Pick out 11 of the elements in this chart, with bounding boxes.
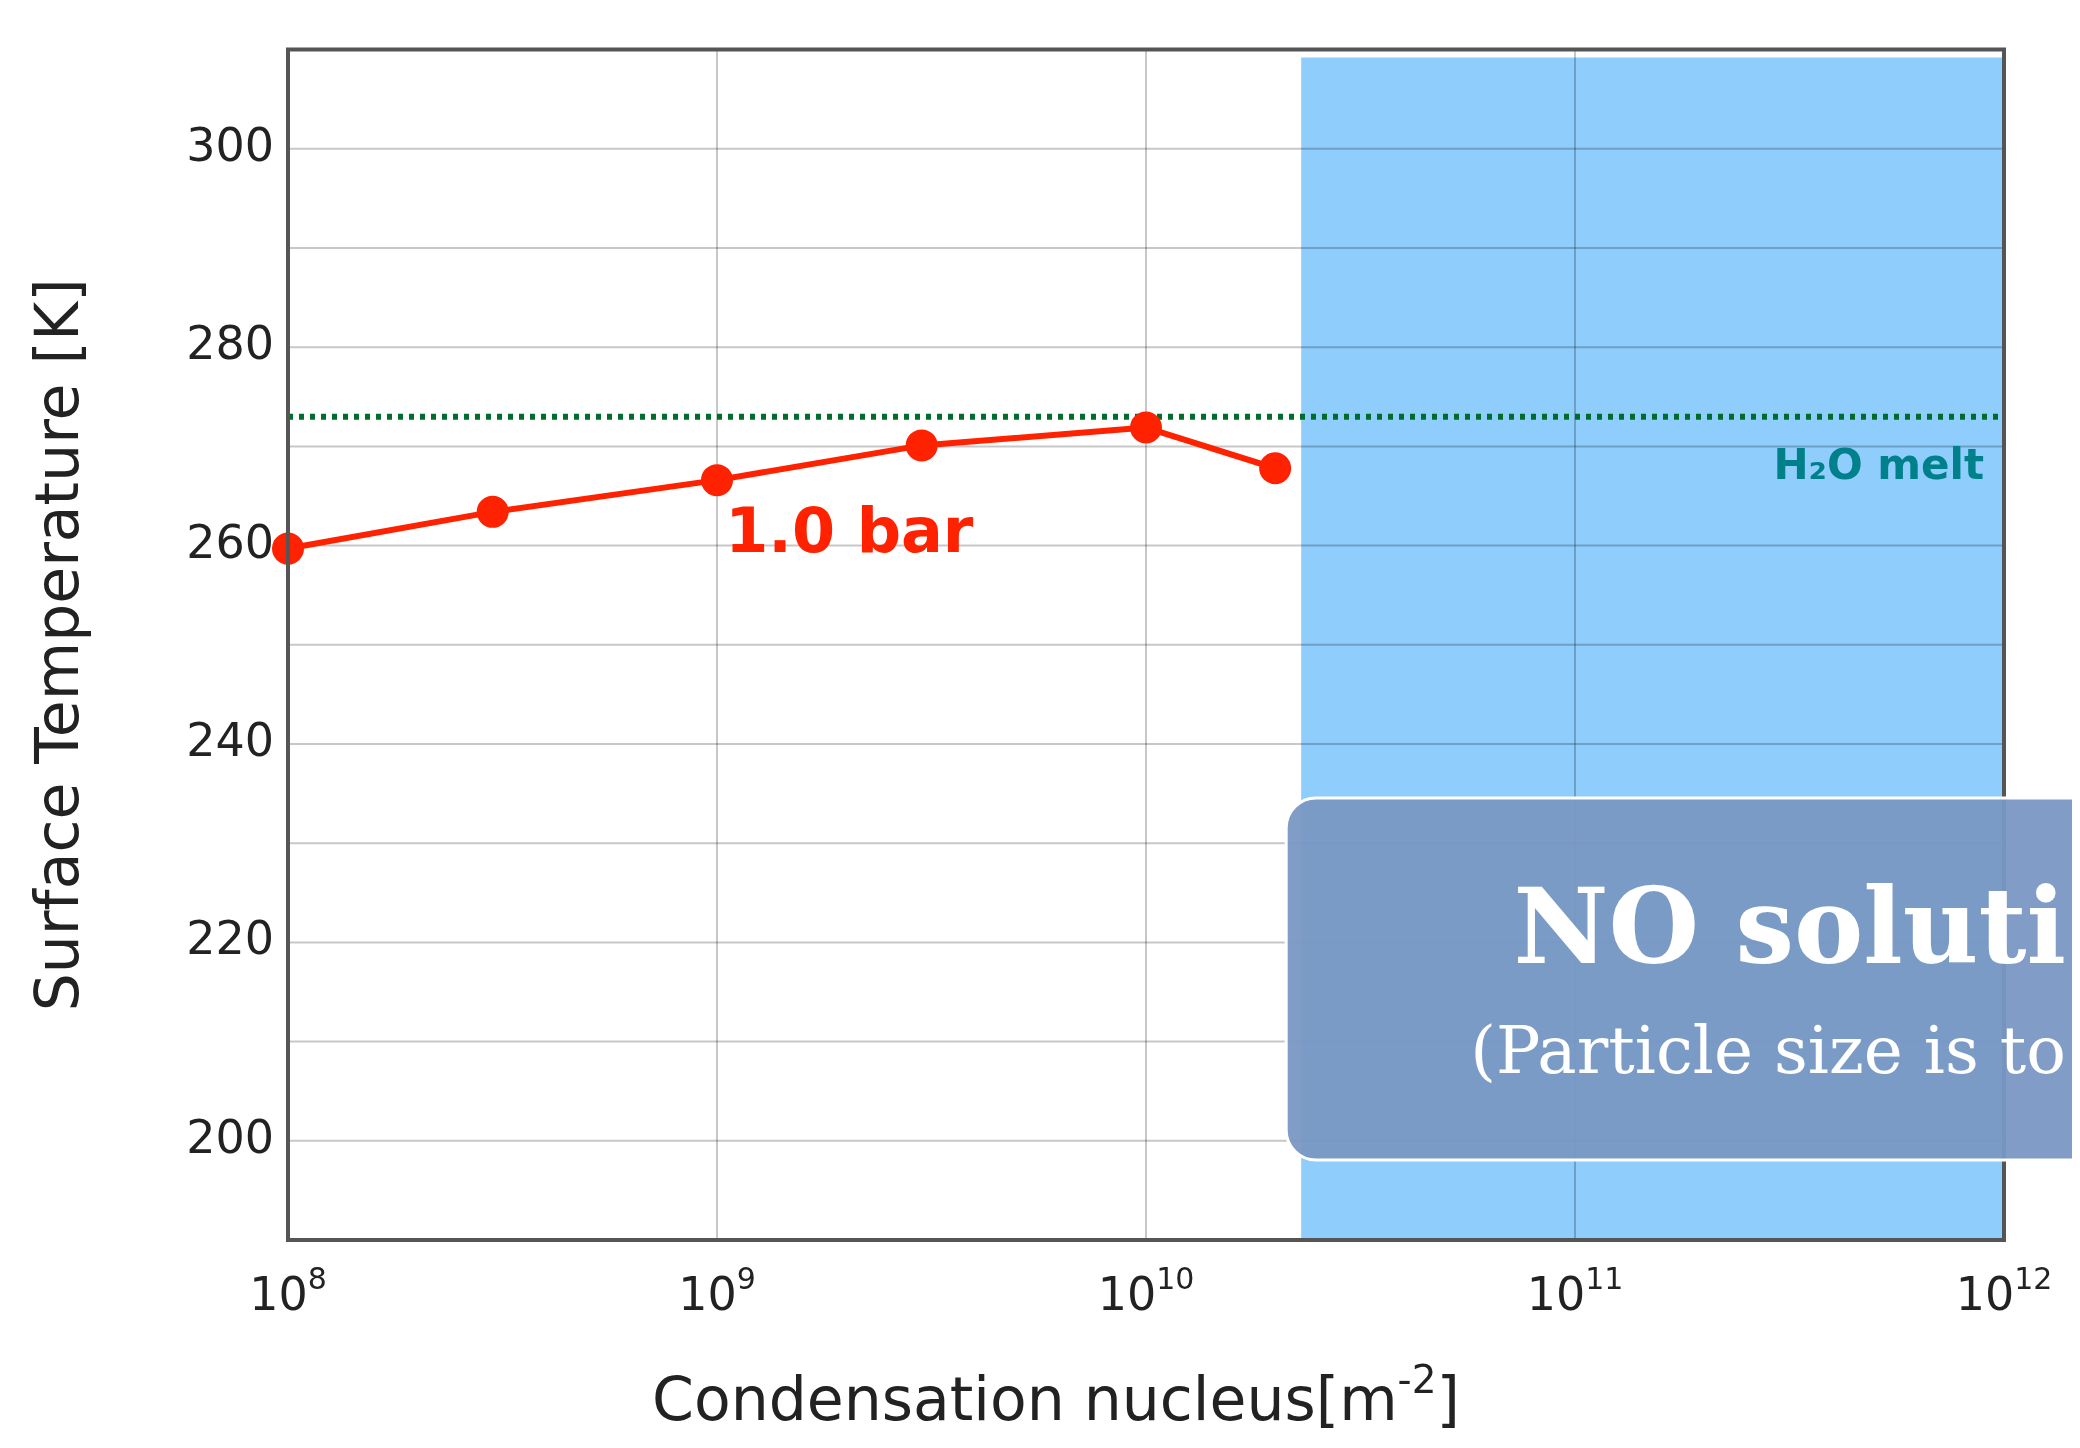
y-tick-label: 200	[186, 1109, 274, 1164]
y-tick-label: 300	[186, 117, 274, 172]
annotation: NO soluti	[1513, 865, 2066, 988]
y-tick-label: 240	[186, 712, 274, 767]
annotation: (Particle size is to	[1470, 1012, 2066, 1089]
y-tick-label: 280	[186, 316, 274, 371]
y-tick-label: 260	[186, 514, 274, 569]
series-label: 1.0 bar	[725, 494, 974, 568]
y-tick-label: 220	[186, 911, 274, 966]
y-axis-title: Surface Temperature [K]	[22, 278, 92, 1012]
ref-line-label: H₂O melt	[1773, 439, 1984, 489]
